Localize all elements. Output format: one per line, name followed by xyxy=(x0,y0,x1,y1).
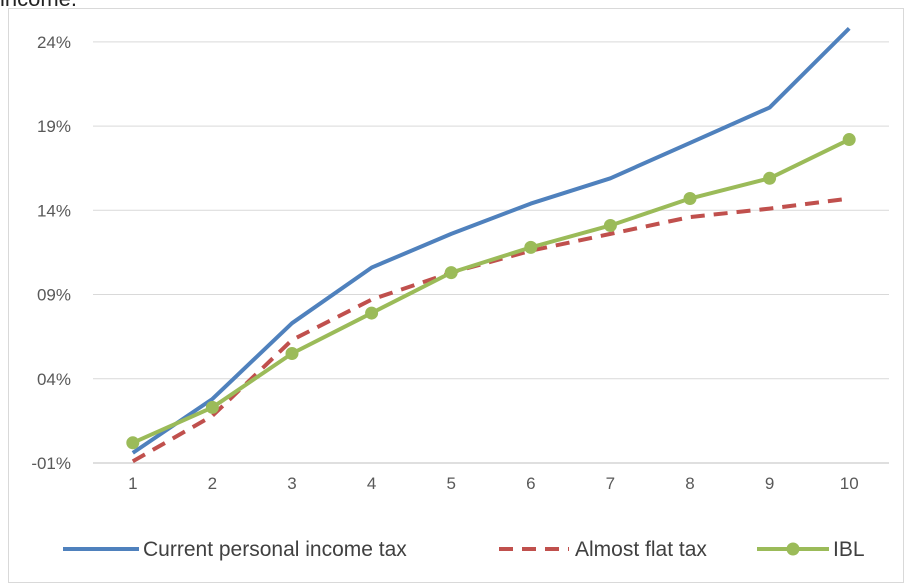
x-tick-label: 2 xyxy=(208,474,217,493)
data-point xyxy=(285,347,299,360)
x-tick-label: 4 xyxy=(367,474,376,493)
x-tick-label: 8 xyxy=(685,474,694,493)
legend-label: Current personal income tax xyxy=(143,538,407,561)
data-point xyxy=(603,218,617,232)
series-line-3 xyxy=(131,137,851,445)
y-tick-label: 24% xyxy=(37,33,71,52)
series-line-1 xyxy=(131,26,851,455)
x-tick-label: 6 xyxy=(526,474,535,493)
y-tick-label: 14% xyxy=(37,201,71,220)
x-tick-label: 1 xyxy=(128,474,137,493)
x-tick-label: 10 xyxy=(840,474,859,493)
legend-label: Almost flat tax xyxy=(575,538,707,561)
data-point xyxy=(444,266,458,280)
chart-frame: -01% 04% 09% 14% 19% 24% 1 2 3 4 5 6 7 8 9 10 Current … xyxy=(8,8,904,583)
y-tick-label: 19% xyxy=(37,117,71,136)
data-point xyxy=(524,240,538,254)
x-tick-label: 3 xyxy=(287,474,296,493)
x-tick-label: 7 xyxy=(606,474,615,493)
legend-marker xyxy=(786,542,800,556)
y-axis-tick-labels: -01% 04% 09% 14% 19% 24% xyxy=(31,33,71,473)
legend-label: IBL xyxy=(833,538,865,561)
series-lines xyxy=(126,26,856,464)
data-point xyxy=(763,171,777,185)
line-chart: -01% 04% 09% 14% 19% 24% 1 2 3 4 5 6 7 8 9 10 Current … xyxy=(31,26,889,561)
legend: Current personal income tax Almost flat t… xyxy=(63,538,865,561)
x-tick-label: 5 xyxy=(446,474,455,493)
x-tick-label: 9 xyxy=(765,474,774,493)
y-tick-label: -01% xyxy=(31,454,71,473)
y-tick-label: 04% xyxy=(37,370,71,389)
page-title-fragment: income. xyxy=(0,0,77,12)
gridlines xyxy=(93,41,889,380)
series-line-2 xyxy=(131,196,850,464)
data-point xyxy=(365,306,379,320)
x-axis-tick-labels: 1 2 3 4 5 6 7 8 9 10 xyxy=(128,474,859,493)
data-point xyxy=(842,133,856,147)
data-point xyxy=(205,400,219,414)
y-tick-label: 09% xyxy=(37,286,71,305)
data-point xyxy=(683,192,697,206)
data-point xyxy=(126,436,140,450)
